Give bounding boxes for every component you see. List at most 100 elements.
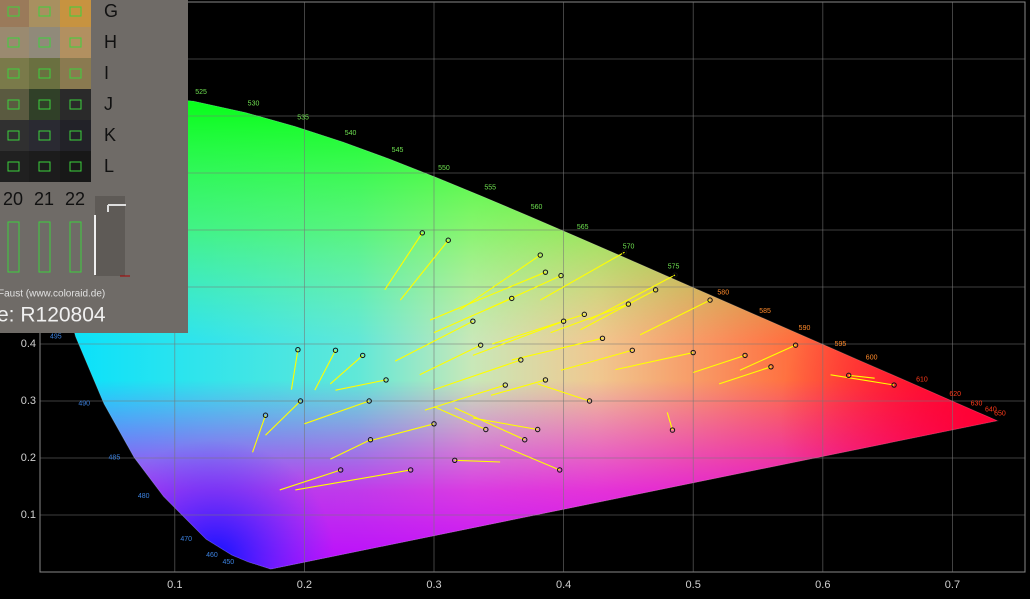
error-vector bbox=[329, 354, 364, 385]
error-vector bbox=[615, 352, 694, 371]
error-vector bbox=[433, 359, 522, 391]
error-vector bbox=[472, 417, 538, 431]
target-point bbox=[560, 318, 567, 324]
patch-outline bbox=[69, 161, 82, 172]
patch-outline bbox=[38, 68, 51, 79]
target-point bbox=[295, 347, 301, 353]
patch-outline bbox=[38, 161, 51, 172]
target-point bbox=[262, 412, 269, 418]
target-point bbox=[599, 335, 606, 341]
error-vector bbox=[394, 320, 474, 362]
wavelength-label: 575 bbox=[668, 263, 680, 270]
target-point bbox=[383, 377, 389, 383]
wavelength-label: 555 bbox=[484, 184, 496, 191]
error-vector bbox=[485, 275, 562, 311]
error-vector bbox=[739, 344, 796, 371]
error-vector bbox=[693, 354, 746, 374]
wavelength-label: 495 bbox=[50, 334, 62, 341]
row-label: G bbox=[104, 1, 118, 21]
error-vector bbox=[718, 366, 772, 385]
wavelength-label: 470 bbox=[180, 536, 192, 543]
target-point bbox=[470, 318, 476, 324]
wavelength-label: 550 bbox=[438, 165, 450, 172]
patch-outline bbox=[38, 99, 51, 110]
error-vector bbox=[433, 406, 487, 431]
error-vector bbox=[335, 379, 387, 391]
marks bbox=[49, 96, 1000, 570]
target-point bbox=[557, 467, 563, 473]
wavelength-label: 530 bbox=[248, 100, 260, 107]
color-patch bbox=[60, 120, 91, 151]
error-vector bbox=[537, 383, 590, 402]
inset-code: e: R120804 bbox=[0, 304, 106, 327]
wavelength-label: 525 bbox=[195, 89, 207, 96]
wavelength-label: 580 bbox=[717, 289, 729, 296]
wavelength-label: 595 bbox=[835, 341, 847, 348]
patch-outline bbox=[7, 130, 20, 141]
wavelength-label: 480 bbox=[138, 493, 150, 500]
target-point bbox=[542, 377, 549, 383]
color-patch bbox=[60, 0, 91, 27]
patch-outline bbox=[7, 68, 20, 79]
inset-credit: Faust (www.coloraid.de) bbox=[0, 289, 105, 300]
color-patch bbox=[0, 0, 29, 27]
color-patch bbox=[0, 27, 29, 58]
row-label: K bbox=[104, 125, 116, 145]
target-point bbox=[502, 382, 508, 388]
x-tick-label: 0.1 bbox=[167, 579, 182, 591]
target-point bbox=[768, 364, 774, 370]
error-vector bbox=[472, 320, 564, 356]
patch-outline bbox=[38, 130, 51, 141]
target-point bbox=[477, 342, 484, 348]
color-patch bbox=[29, 89, 60, 120]
error-vector bbox=[560, 349, 633, 371]
error-vector bbox=[459, 254, 541, 311]
patch-outline bbox=[38, 37, 51, 48]
patch-outline bbox=[69, 130, 82, 141]
error-vector bbox=[499, 444, 560, 471]
bar-outline bbox=[7, 221, 20, 273]
error-vector bbox=[830, 374, 895, 386]
error-vector bbox=[454, 407, 525, 441]
target-point bbox=[742, 352, 748, 359]
x-tick-label: 0.5 bbox=[686, 579, 701, 591]
bar-outline bbox=[38, 221, 51, 273]
color-patch bbox=[0, 151, 29, 182]
x-tick-label: 0.3 bbox=[426, 579, 441, 591]
patch-outline bbox=[7, 37, 20, 48]
wavelength-label: 545 bbox=[392, 147, 404, 154]
target-point bbox=[652, 287, 659, 293]
y-tick-label: 0.3 bbox=[21, 395, 36, 407]
error-vector bbox=[304, 400, 370, 425]
target-point bbox=[621, 249, 628, 255]
patch-outline bbox=[69, 68, 82, 79]
target-point bbox=[367, 437, 374, 443]
y-tick-label: 0.4 bbox=[21, 338, 36, 350]
wavelength-label: 650 bbox=[994, 411, 1006, 418]
wavelength-label: 620 bbox=[949, 391, 961, 398]
error-vector bbox=[419, 344, 481, 376]
wavelength-label: 485 bbox=[109, 454, 121, 461]
target-point bbox=[534, 426, 541, 433]
wavelength-label: 640 bbox=[985, 407, 997, 414]
error-vector bbox=[666, 412, 674, 431]
target-point bbox=[445, 237, 451, 243]
y-tick-label: 0.2 bbox=[21, 452, 36, 464]
column-label: 21 bbox=[34, 189, 54, 209]
color-patch bbox=[29, 27, 60, 58]
wavelength-label: 570 bbox=[623, 244, 635, 251]
patch-outline bbox=[38, 6, 51, 17]
target-point bbox=[483, 426, 489, 433]
x-tick-label: 0.6 bbox=[815, 579, 830, 591]
row-label: I bbox=[104, 63, 109, 83]
target-point bbox=[792, 342, 799, 348]
patch-outline bbox=[7, 161, 20, 172]
x-tick-label: 0.2 bbox=[297, 579, 312, 591]
target-point bbox=[542, 269, 549, 275]
wavelength-label: 585 bbox=[759, 308, 771, 315]
error-vector bbox=[424, 384, 506, 411]
target-point bbox=[586, 398, 593, 404]
error-vector bbox=[330, 439, 371, 460]
